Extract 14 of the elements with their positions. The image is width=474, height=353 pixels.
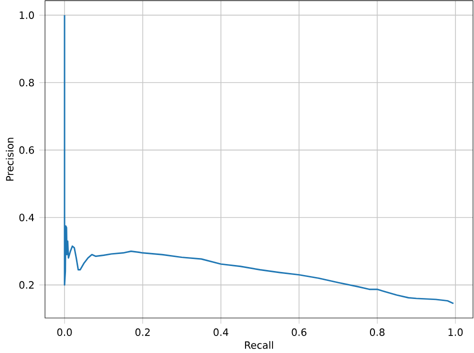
x-tick-label: 0.8 [370,328,384,336]
x-tick-label: 0.4 [214,328,228,336]
y-tick-label: 0.4 [19,214,34,222]
y-axis-title: Precision [6,138,14,181]
x-tick-label: 1.0 [448,328,463,336]
y-tick-label: 0.8 [19,78,34,86]
x-tick-label: 0.0 [57,328,72,336]
y-tick-label: 1.0 [20,11,34,19]
line-series [64,14,454,304]
x-tick-label: 0.2 [135,328,150,336]
y-tick-label: 0.2 [19,281,34,289]
x-tick-label: 0.6 [292,328,306,336]
y-tick-label: 0.6 [19,146,34,154]
x-axis-title: Recall [245,340,273,349]
